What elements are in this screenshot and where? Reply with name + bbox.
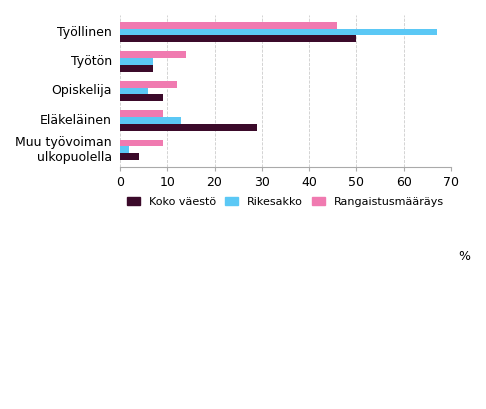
Bar (120, 22, 337, 29)
Bar (120, 124, 257, 130)
Bar (120, 36, 356, 42)
Bar (120, 139, 162, 146)
Text: %: % (458, 250, 470, 263)
Bar (120, 52, 186, 58)
Bar (120, 65, 153, 72)
Legend: Koko väestö, Rikesakko, Rangaistusmääräys: Koko väestö, Rikesakko, Rangaistusmääräy… (122, 192, 449, 211)
Bar (120, 117, 181, 124)
Bar (120, 110, 162, 117)
Bar (120, 153, 139, 160)
Bar (120, 58, 153, 65)
Bar (120, 94, 162, 101)
Bar (120, 29, 437, 36)
Bar (120, 146, 129, 153)
Bar (120, 88, 148, 94)
Bar (120, 81, 177, 88)
